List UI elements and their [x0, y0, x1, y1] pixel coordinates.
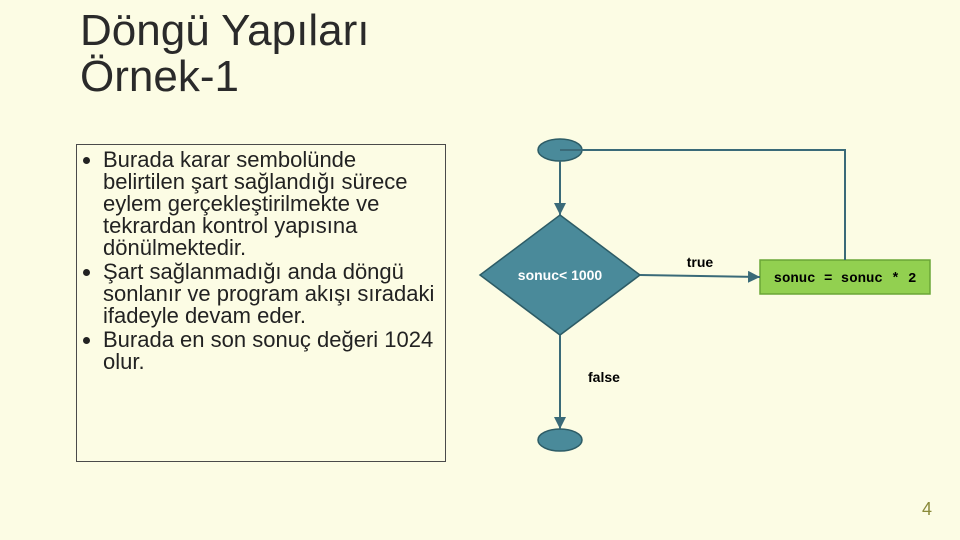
flowchart-diagram: sonuc< 1000 sonuc = sonuc * 2 true false: [460, 120, 960, 485]
bullet-list: Burada karar sembolünde belirtilen şart …: [85, 149, 437, 373]
slide-title: Döngü Yapıları Örnek-1: [80, 8, 369, 100]
svg-text:sonuc< 1000: sonuc< 1000: [518, 267, 603, 283]
bullet-item: Burada karar sembolünde belirtilen şart …: [103, 149, 437, 259]
svg-text:true: true: [687, 254, 714, 270]
page-number: 4: [922, 499, 932, 520]
title-line2: Örnek-1: [80, 54, 369, 100]
title-line1: Döngü Yapıları: [80, 8, 369, 54]
text-body-box: Burada karar sembolünde belirtilen şart …: [76, 144, 446, 462]
svg-text:sonuc = sonuc * 2: sonuc = sonuc * 2: [774, 271, 917, 287]
bullet-item: Burada en son sonuç değeri 1024 olur.: [103, 329, 437, 373]
svg-text:false: false: [588, 369, 620, 385]
bullet-item: Şart sağlanmadığı anda döngü sonlanır ve…: [103, 261, 437, 327]
